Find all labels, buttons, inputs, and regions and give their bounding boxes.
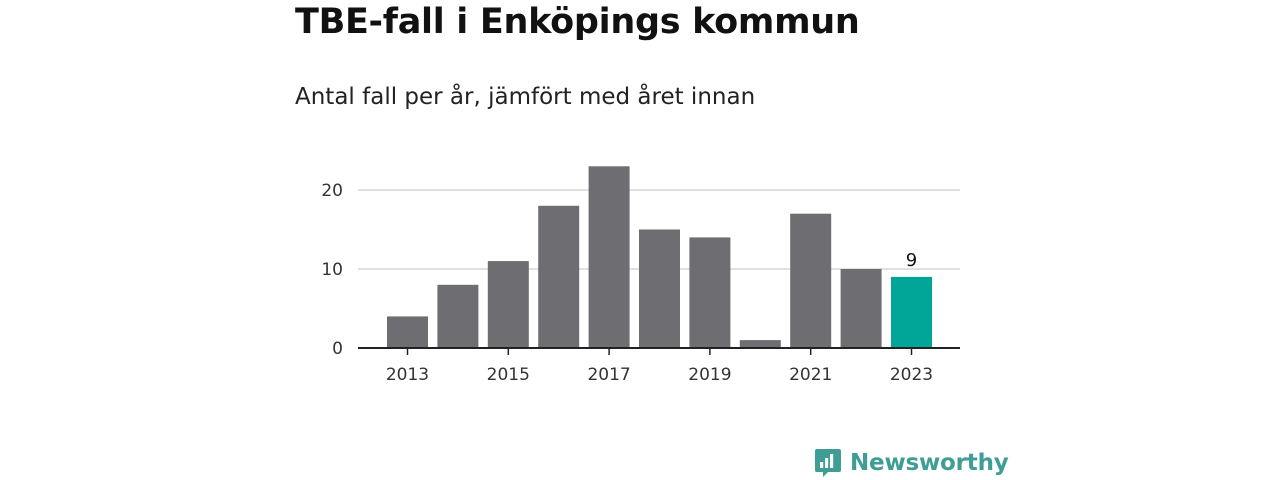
- x-tick-label: 2017: [587, 365, 630, 385]
- x-tick-label: 2021: [789, 365, 832, 385]
- x-tick-label: 2019: [688, 365, 731, 385]
- x-axis-ticks: 2013 2015 2017 2019 2021 2023: [386, 348, 933, 385]
- x-tick-label: 2013: [386, 365, 429, 385]
- chart-title: TBE-fall i Enköpings kommun: [295, 2, 860, 42]
- newsworthy-logo: Newsworthy: [814, 446, 1009, 480]
- bar-2022: [840, 269, 882, 348]
- x-tick-label: 2015: [487, 365, 530, 385]
- y-axis-labels: 0 10 20: [321, 181, 343, 359]
- bar-2016: [538, 205, 580, 348]
- bar-2021: [790, 213, 832, 348]
- bar-2013: [387, 316, 428, 348]
- bar-2020: [739, 340, 781, 348]
- value-labels: 9: [906, 250, 917, 271]
- bar-2019: [689, 237, 731, 348]
- bar-2014: [437, 284, 479, 348]
- brand-name: Newsworthy: [850, 450, 1009, 476]
- value-label: 9: [906, 250, 917, 271]
- bar-chart-speech-bubble-icon: [815, 449, 841, 477]
- chart-subtitle: Antal fall per år, jämfört med året inna…: [295, 84, 756, 110]
- y-tick-label: 10: [321, 260, 343, 280]
- bars: [387, 166, 932, 348]
- bar-2018: [639, 229, 680, 348]
- bar-2023: [891, 276, 932, 348]
- bar-2017: [588, 166, 630, 348]
- y-tick-label: 0: [332, 339, 343, 359]
- x-tick-label: 2023: [890, 365, 933, 385]
- bar-2015: [487, 261, 529, 348]
- y-tick-label: 20: [321, 181, 343, 201]
